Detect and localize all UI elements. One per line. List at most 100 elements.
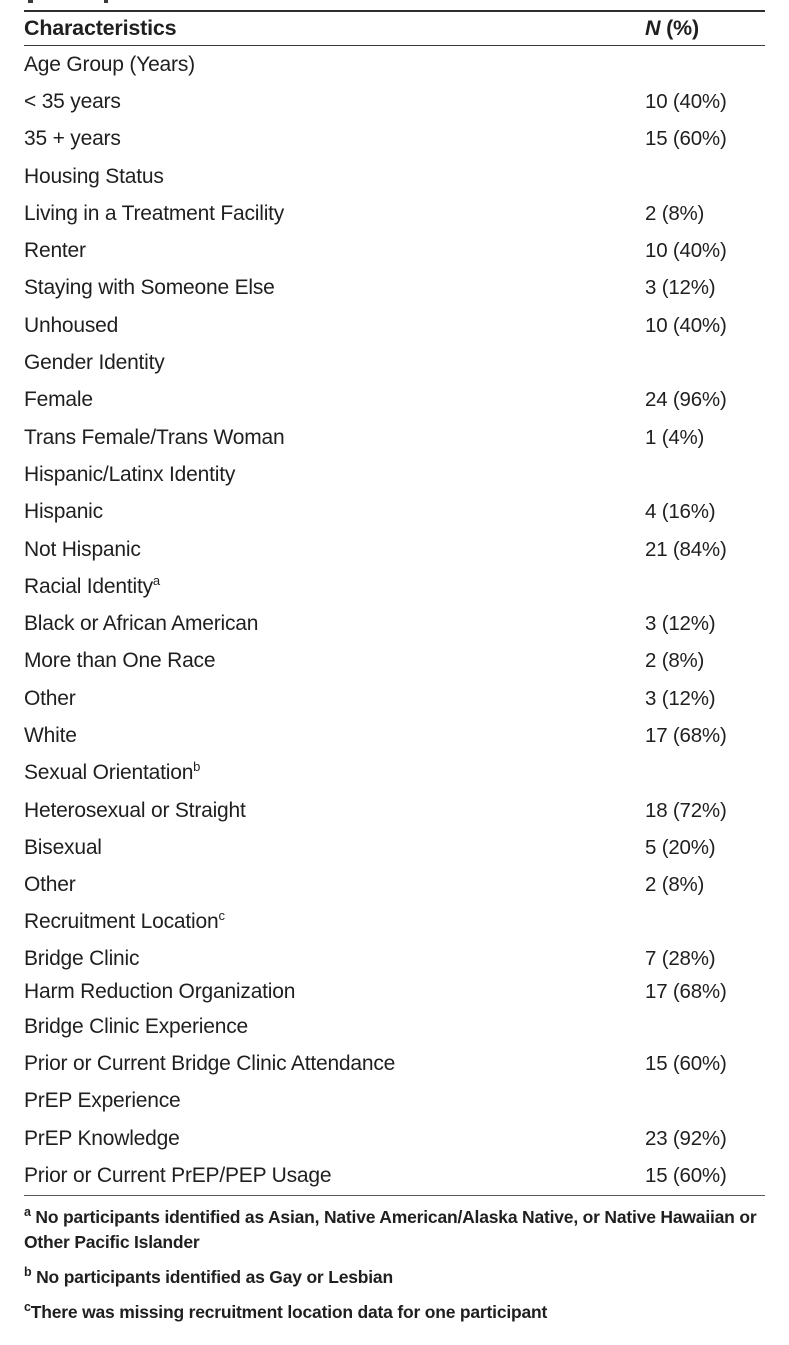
row-value: 3 (12%) — [645, 686, 716, 710]
row-label: Bridge Clinic — [24, 946, 140, 970]
row-label: Heterosexual or Straight — [24, 798, 246, 822]
row-label: Other — [24, 873, 76, 897]
table-row: Prior or Current Bridge Clinic Attendanc… — [24, 1045, 765, 1082]
row-label: Black or African American — [24, 612, 259, 636]
table-row: Trans Female/Trans Woman 1 (4%) — [24, 419, 765, 456]
row-superscript: a — [152, 572, 160, 588]
row-superscript: c — [218, 908, 225, 924]
row-value: 23 (92%) — [645, 1126, 727, 1150]
table-row: Unhoused 10 (40%) — [24, 307, 765, 344]
table-row: Racial Identitya — [24, 568, 765, 605]
row-label: Staying with Someone Else — [24, 276, 275, 300]
row-label: Bridge Clinic Experience — [24, 1014, 248, 1038]
table-row: Heterosexual or Straight 18 (72%) — [24, 792, 765, 829]
footnote: cThere was missing recruitment location … — [24, 1299, 548, 1322]
row-value: 1 (4%) — [645, 425, 705, 449]
table-row: Black or African American 3 (12%) — [24, 605, 765, 642]
table-row: Hispanic/Latinx Identity — [24, 456, 765, 493]
table-row: Staying with Someone Else 3 (12%) — [24, 270, 765, 307]
row-value: 15 (60%) — [645, 127, 727, 151]
table-header-row: Characteristics N (%) — [24, 10, 765, 46]
row-superscript: b — [193, 759, 201, 775]
table-row: Age Group (Years) — [24, 46, 765, 83]
row-value: 15 (60%) — [645, 1052, 727, 1076]
row-value: 7 (28%) — [645, 946, 716, 970]
row-label: Prior or Current PrEP/PEP Usage — [24, 1163, 332, 1187]
row-value: 4 (16%) — [645, 500, 716, 524]
table-row: Bridge Clinic Experience — [24, 1008, 765, 1045]
table-row: Prior or Current PrEP/PEP Usage 15 (60%) — [24, 1157, 765, 1194]
table-row: < 35 years 10 (40%) — [24, 83, 765, 120]
table-row: Living in a Treatment Facility 2 (8%) — [24, 195, 765, 232]
row-label: Female — [24, 388, 93, 412]
row-value: 2 (8%) — [645, 649, 705, 673]
row-label: Bisexual — [24, 835, 102, 859]
table-row: Other 2 (8%) — [24, 867, 765, 904]
row-value: 10 (40%) — [645, 239, 727, 263]
table-row: Not Hispanic 21 (84%) — [24, 531, 765, 568]
table-row: Gender Identity — [24, 344, 765, 381]
table-row: Bridge Clinic 7 (28%) — [24, 941, 765, 976]
row-value: 2 (8%) — [645, 873, 705, 897]
row-label: 35 + years — [24, 127, 121, 151]
footnote-superscript: c — [24, 1299, 31, 1314]
row-value: 10 (40%) — [645, 313, 727, 337]
column-header-pct: (%) — [660, 16, 699, 40]
footnote-superscript: b — [24, 1264, 32, 1279]
row-label: Living in a Treatment Facility — [24, 201, 285, 225]
table-row: Harm Reduction Organization 17 (68%) — [24, 976, 765, 1008]
table-row: Female 24 (96%) — [24, 382, 765, 419]
row-label: Not Hispanic — [24, 537, 141, 561]
row-label: Sexual Orientationb — [24, 759, 201, 785]
row-label: Racial Identitya — [24, 572, 160, 598]
table-row: Recruitment Locationc — [24, 904, 765, 941]
row-value: 24 (96%) — [645, 388, 727, 412]
column-header-n-pct: N (%) — [645, 16, 765, 41]
table-footnotes: a No participants identified as Asian, N… — [24, 1196, 765, 1325]
row-value: 10 (40%) — [645, 89, 727, 113]
table-row: Housing Status — [24, 158, 765, 195]
table-row: White 17 (68%) — [24, 717, 765, 754]
row-value: 15 (60%) — [645, 1163, 727, 1187]
row-label: White — [24, 723, 77, 747]
row-label: Housing Status — [24, 164, 164, 188]
row-label: Prior or Current Bridge Clinic Attendanc… — [24, 1052, 396, 1076]
row-label: Age Group (Years) — [24, 52, 195, 76]
row-value: 3 (12%) — [645, 612, 716, 636]
row-value: 3 (12%) — [645, 276, 716, 300]
table-row: Hispanic 4 (16%) — [24, 494, 765, 531]
cropped-caption-fragment — [28, 0, 33, 3]
table-body: Age Group (Years) < 35 years 10 (40%) 35… — [24, 46, 765, 1196]
cropped-caption-fragment — [104, 0, 108, 3]
row-value: 2 (8%) — [645, 201, 705, 225]
row-label: PrEP Experience — [24, 1089, 181, 1113]
row-label: Other — [24, 686, 76, 710]
row-label: Harm Reduction Organization — [24, 980, 296, 1004]
table-row: Other 3 (12%) — [24, 680, 765, 717]
row-value: 5 (20%) — [645, 835, 716, 859]
table-row: More than One Race 2 (8%) — [24, 643, 765, 680]
column-header-characteristics: Characteristics — [24, 16, 177, 40]
table-row: 35 + years 15 (60%) — [24, 121, 765, 158]
row-value: 21 (84%) — [645, 537, 727, 561]
footnote: b No participants identified as Gay or L… — [24, 1264, 393, 1287]
row-label: Recruitment Locationc — [24, 908, 225, 934]
column-header-n: N — [645, 16, 661, 40]
row-value: 17 (68%) — [645, 723, 727, 747]
row-label: Hispanic/Latinx Identity — [24, 462, 236, 486]
row-label: Trans Female/Trans Woman — [24, 425, 285, 449]
row-value: 17 (68%) — [645, 980, 727, 1004]
table-row: PrEP Knowledge 23 (92%) — [24, 1120, 765, 1157]
row-value: 18 (72%) — [645, 798, 727, 822]
table-row: Bisexual 5 (20%) — [24, 829, 765, 866]
row-label: More than One Race — [24, 649, 216, 673]
table-row: PrEP Experience — [24, 1083, 765, 1120]
row-label: Unhoused — [24, 313, 119, 337]
row-label: Gender Identity — [24, 351, 165, 375]
footnote-superscript: a — [24, 1204, 31, 1219]
row-label: PrEP Knowledge — [24, 1126, 180, 1150]
row-label: Renter — [24, 239, 86, 263]
footnote: a No participants identified as Asian, N… — [24, 1204, 757, 1252]
row-label: Hispanic — [24, 500, 103, 524]
